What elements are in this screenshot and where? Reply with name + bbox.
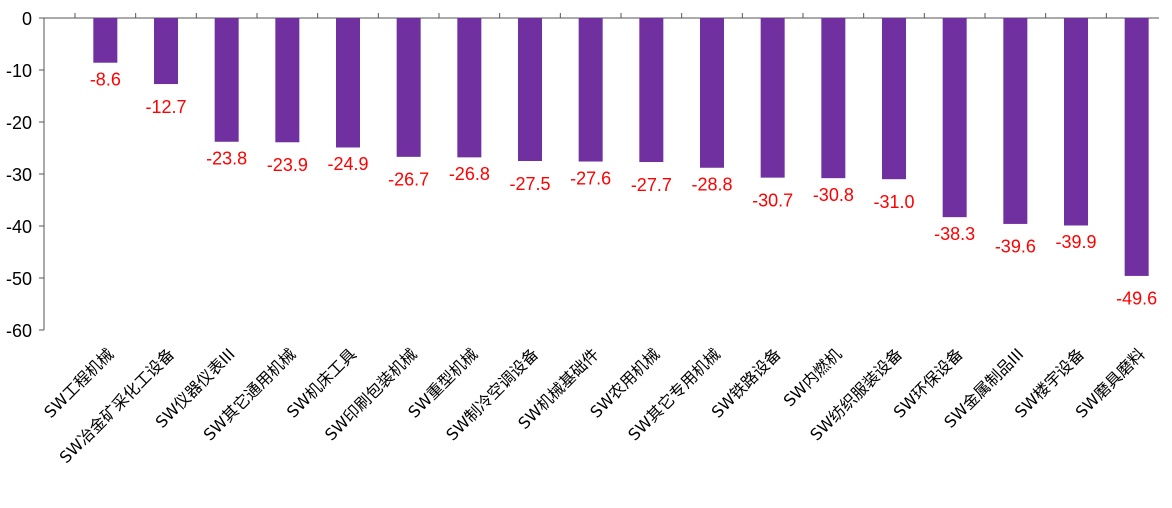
y-tick-label: -60 (6, 321, 32, 341)
bar (396, 18, 421, 157)
data-label: -39.6 (995, 237, 1036, 257)
bar (1124, 18, 1149, 276)
bar (1064, 18, 1088, 226)
bar (154, 18, 178, 85)
bar (639, 18, 664, 163)
bar (214, 18, 239, 142)
data-label: -23.8 (206, 149, 247, 169)
bar (942, 18, 967, 218)
bar (93, 18, 118, 63)
data-label: -8.6 (90, 69, 121, 89)
bar (457, 18, 482, 158)
data-label: -26.7 (388, 170, 429, 190)
data-label: -28.8 (691, 175, 732, 195)
bar (760, 18, 785, 178)
bar (275, 18, 300, 143)
data-label: -49.6 (1116, 289, 1157, 309)
y-tick-label: -30 (6, 165, 32, 185)
y-tick-label: 0 (22, 9, 32, 29)
bar (1003, 18, 1028, 224)
data-label: -38.3 (934, 224, 975, 244)
bar (700, 18, 724, 168)
bar (578, 18, 603, 162)
y-tick-label: -10 (6, 61, 32, 81)
data-label: -39.9 (1055, 232, 1096, 252)
bar (518, 18, 542, 161)
data-label: -23.9 (267, 155, 308, 175)
x-tick-label: SW冶金矿采化工设备 (56, 345, 178, 467)
data-label: -27.6 (570, 168, 611, 188)
bar (821, 18, 846, 179)
y-tick-label: -20 (6, 113, 32, 133)
data-label: -24.9 (327, 154, 368, 174)
data-label: -27.7 (631, 175, 672, 195)
data-label: -12.7 (145, 97, 186, 117)
data-label: -27.5 (509, 174, 550, 194)
bar (882, 18, 906, 180)
data-label: -30.8 (813, 185, 854, 205)
data-label: -30.7 (752, 190, 793, 210)
bar (336, 18, 360, 148)
data-label: -26.8 (449, 164, 490, 184)
data-label: -31.0 (873, 192, 914, 212)
y-tick-label: -50 (6, 269, 32, 289)
y-tick-label: -40 (6, 217, 32, 237)
